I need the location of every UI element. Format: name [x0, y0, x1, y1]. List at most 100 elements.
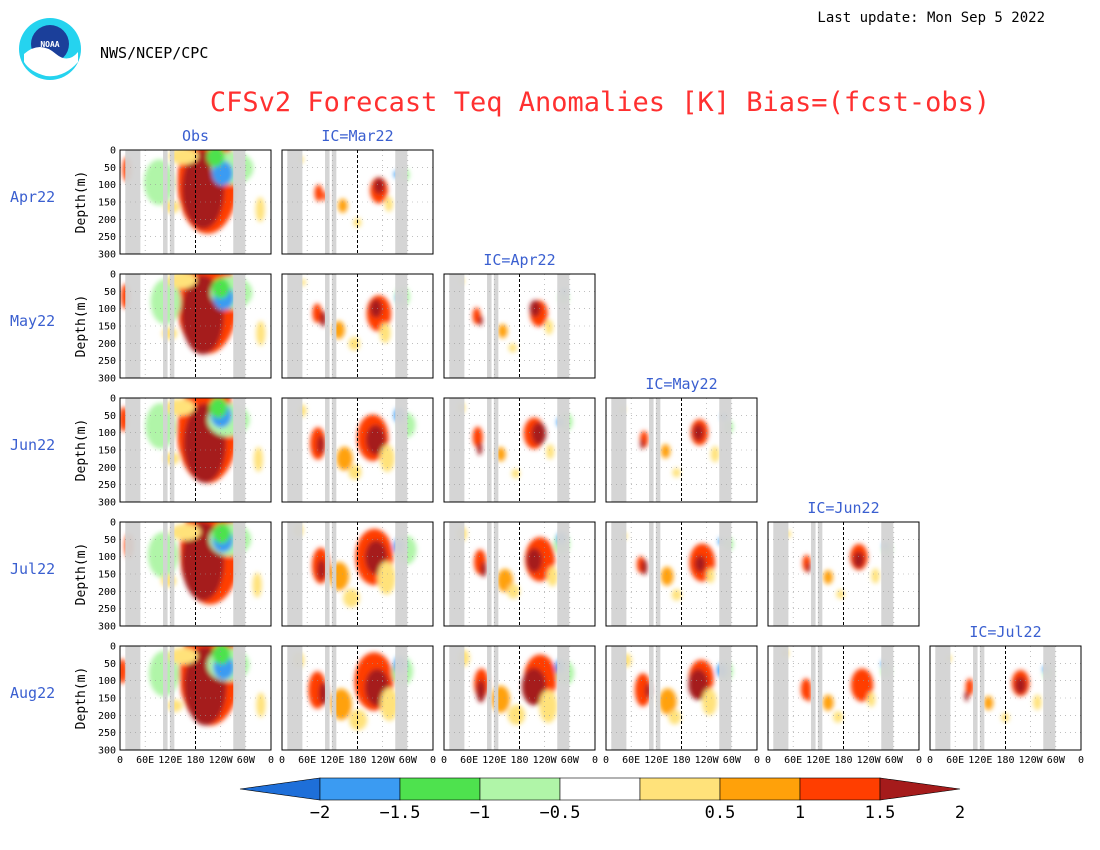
anomaly-blob — [702, 688, 717, 716]
land-mask — [1043, 646, 1056, 750]
x-tick-label: 60W — [1047, 755, 1066, 766]
y-tick-label: 200 — [98, 215, 116, 226]
anomaly-blob — [379, 322, 391, 344]
y-tick-label: 0 — [110, 394, 116, 405]
y-tick-label: 0 — [110, 270, 116, 281]
y-tick-label: 150 — [98, 694, 116, 705]
land-mask — [493, 274, 499, 378]
anomaly-blob — [256, 692, 266, 718]
x-tick-label: 120E — [158, 755, 182, 766]
anomaly-blob — [349, 709, 368, 731]
x-tick-label: 180 — [672, 755, 690, 766]
y-tick-label: 200 — [98, 587, 116, 598]
anomaly-blob — [212, 522, 231, 544]
y-tick-label: 50 — [104, 411, 116, 422]
x-tick-label: 120W — [695, 755, 720, 766]
y-tick-label: 300 — [98, 250, 116, 261]
x-tick-label: 180 — [186, 755, 204, 766]
panel-jul22-col4 — [767, 521, 920, 627]
anomaly-blob — [143, 159, 175, 206]
anomaly-blob — [806, 562, 811, 573]
y-tick-label: 50 — [104, 287, 116, 298]
y-tick-label: 150 — [98, 198, 116, 209]
anomaly-blob — [546, 444, 555, 460]
x-tick-label: 60E — [622, 755, 640, 766]
y-tick-label: 50 — [104, 535, 116, 546]
anomaly-blob — [807, 691, 812, 703]
colorbar-tick-label: 1.5 — [865, 803, 896, 823]
land-mask — [719, 398, 732, 502]
x-tick-label: 60E — [136, 755, 154, 766]
panel-jul22-col2 — [443, 521, 596, 627]
x-tick-label: 180 — [348, 755, 366, 766]
y-tick-label: 300 — [98, 374, 116, 385]
x-tick-label: 0 — [268, 755, 274, 766]
anomaly-blob — [314, 184, 323, 202]
y-tick-label: 50 — [104, 659, 116, 670]
y-tick-label: 50 — [104, 163, 116, 174]
y-tick-label: 100 — [98, 552, 116, 563]
colorbar-tick-label: −0.5 — [540, 803, 581, 823]
anomaly-blob — [694, 555, 706, 573]
chart-title: CFSv2 Forecast Teq Anomalies [K] Bias=(f… — [210, 87, 990, 118]
x-tick-label: 120W — [533, 755, 558, 766]
land-mask — [655, 522, 661, 626]
x-tick-label: 60W — [723, 755, 742, 766]
x-tick-label: 60W — [561, 755, 580, 766]
x-tick-label: 0 — [765, 755, 771, 766]
y-axis-label: Depth(m) — [74, 419, 89, 482]
anomaly-blob — [823, 570, 833, 585]
x-tick-label: 120E — [968, 755, 992, 766]
anomaly-blob — [379, 444, 395, 472]
anomaly-blob — [478, 315, 483, 326]
y-tick-label: 0 — [110, 146, 116, 157]
colorbar: −2 −1.5 −1 −0.5 0.5 1 1.5 2 — [239, 777, 965, 823]
y-tick-label: 250 — [98, 728, 116, 739]
colorbar-tick-label: 1 — [795, 803, 805, 823]
land-mask — [233, 398, 246, 502]
anomaly-blob — [348, 464, 362, 480]
land-mask — [611, 646, 627, 750]
panel-jun22-col2 — [443, 397, 596, 503]
panel-frame — [443, 397, 596, 503]
panel-frame — [281, 273, 434, 379]
land-mask — [817, 522, 823, 626]
x-tick-label: 0 — [430, 755, 436, 766]
anomaly-blob — [526, 548, 543, 573]
anomaly-blob — [688, 669, 709, 701]
land-mask — [287, 522, 303, 626]
anomaly-blob — [209, 398, 228, 419]
anomaly-blob — [660, 566, 674, 586]
anomaly-blob — [1014, 676, 1026, 694]
anomaly-blob — [476, 679, 486, 703]
anomaly-blob — [373, 177, 385, 195]
land-mask — [125, 646, 141, 750]
land-mask — [449, 398, 465, 502]
column-header-ic: IC=May22 — [645, 375, 717, 393]
land-mask — [169, 646, 175, 750]
y-axis-label: Depth(m) — [74, 171, 89, 234]
panel-frame — [443, 645, 596, 751]
panel-frame — [119, 521, 272, 627]
colorbar-bin — [639, 777, 721, 801]
x-tick-label: 120W — [209, 755, 234, 766]
column-header-ic: IC=Apr22 — [483, 251, 555, 269]
y-tick-label: 100 — [98, 304, 116, 315]
anomaly-blob — [672, 468, 681, 478]
y-tick-label: 200 — [98, 463, 116, 474]
column-header-ic: IC=Jul22 — [969, 623, 1041, 641]
anomaly-blob — [193, 296, 219, 342]
anomaly-blob — [211, 160, 234, 186]
panel-aug22-col5 — [929, 645, 1082, 751]
x-tick-label: 60W — [399, 755, 418, 766]
land-mask — [287, 646, 303, 750]
anomaly-blob — [336, 446, 353, 471]
anomaly-blob — [206, 150, 225, 168]
row-label: Aug22 — [10, 684, 55, 702]
anomaly-blob — [170, 523, 201, 541]
column-header-ic: IC=Mar22 — [321, 127, 393, 145]
x-tick-label: 0 — [754, 755, 760, 766]
panel-may22-col0 — [119, 273, 272, 379]
land-mask — [169, 522, 175, 626]
panel-aug22-col3 — [605, 645, 758, 751]
